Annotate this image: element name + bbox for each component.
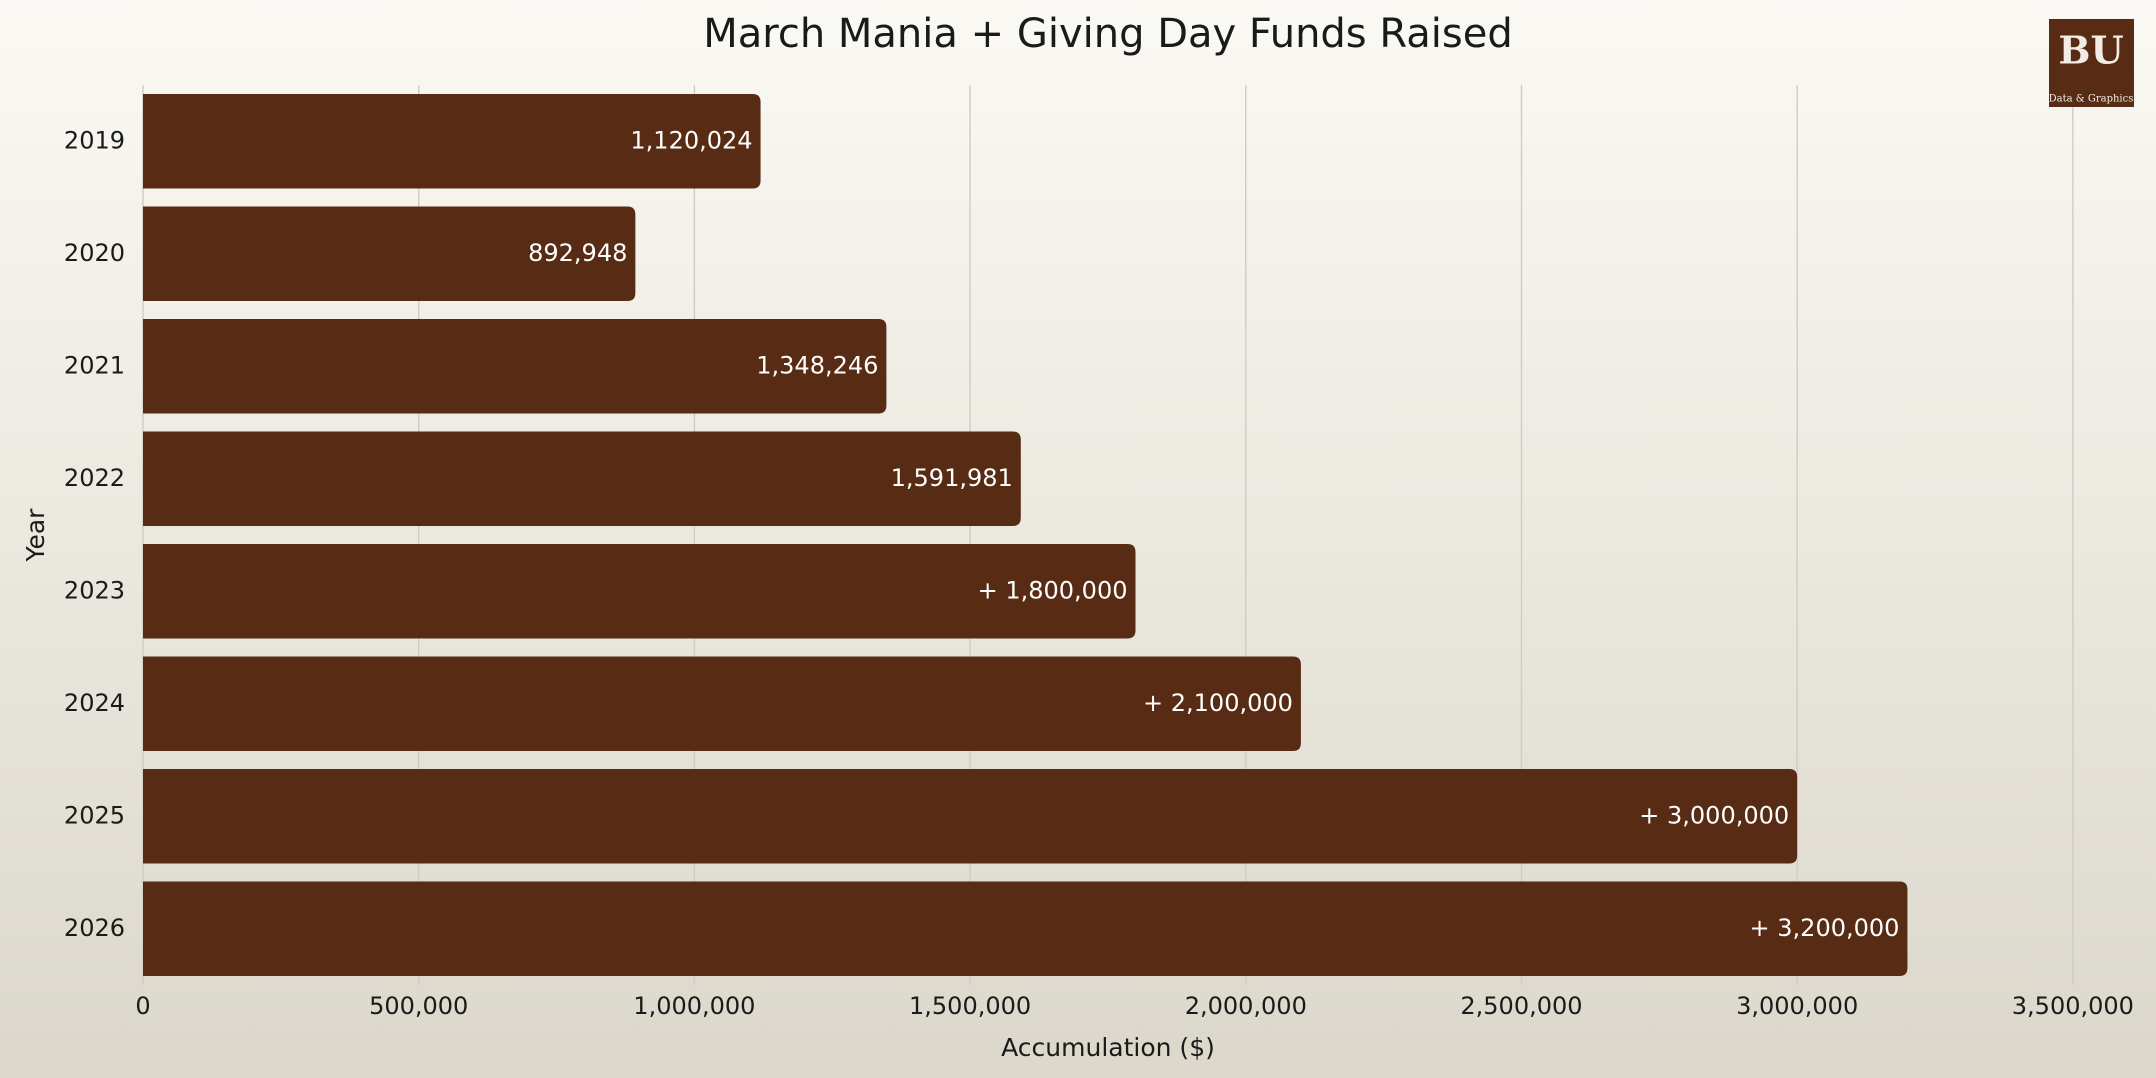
value-label: + 3,200,000 (1750, 914, 1900, 942)
value-label: + 1,800,000 (978, 576, 1128, 604)
y-tick-label: 2024 (64, 689, 125, 717)
logo-box (2049, 19, 2134, 107)
y-tick-label: 2019 (64, 126, 125, 154)
bar (143, 544, 1136, 639)
bar (143, 94, 761, 189)
value-label: 892,948 (528, 239, 627, 267)
x-tick-label: 3,500,000 (2012, 992, 2134, 1020)
value-label: 1,591,981 (891, 464, 1013, 492)
x-tick-label: 3,000,000 (1736, 992, 1858, 1020)
value-label: + 2,100,000 (1143, 689, 1293, 717)
value-label: 1,120,024 (630, 126, 752, 154)
y-tick-label: 2025 (64, 801, 125, 829)
value-label: + 3,000,000 (1639, 801, 1789, 829)
logo: BU Data & Graphics (2049, 19, 2134, 107)
y-tick-label: 2022 (64, 464, 125, 492)
x-tick-label: 2,000,000 (1185, 992, 1307, 1020)
x-tick-label: 2,500,000 (1460, 992, 1582, 1020)
x-tick-label: 500,000 (369, 992, 468, 1020)
bar (143, 656, 1301, 751)
y-axis-title: Year (21, 508, 50, 563)
y-tick-label: 2026 (64, 914, 125, 942)
logo-letters: BU (2058, 28, 2123, 73)
x-axis-title: Accumulation ($) (1001, 1033, 1215, 1062)
x-tick-label: 1,500,000 (909, 992, 1031, 1020)
logo-caption: Data & Graphics (2049, 94, 2134, 105)
y-tick-label: 2020 (64, 239, 125, 267)
x-tick-label: 1,000,000 (633, 992, 755, 1020)
value-label: 1,348,246 (756, 351, 878, 379)
bar (143, 769, 1798, 864)
bar (143, 206, 636, 301)
y-tick-label: 2021 (64, 351, 125, 379)
bar (143, 431, 1021, 526)
y-tick-label: 2023 (64, 576, 125, 604)
chart-title: March Mania + Giving Day Funds Raised (703, 11, 1513, 57)
bar (143, 319, 887, 414)
x-tick-label: 0 (135, 992, 150, 1020)
bar (143, 881, 1908, 976)
